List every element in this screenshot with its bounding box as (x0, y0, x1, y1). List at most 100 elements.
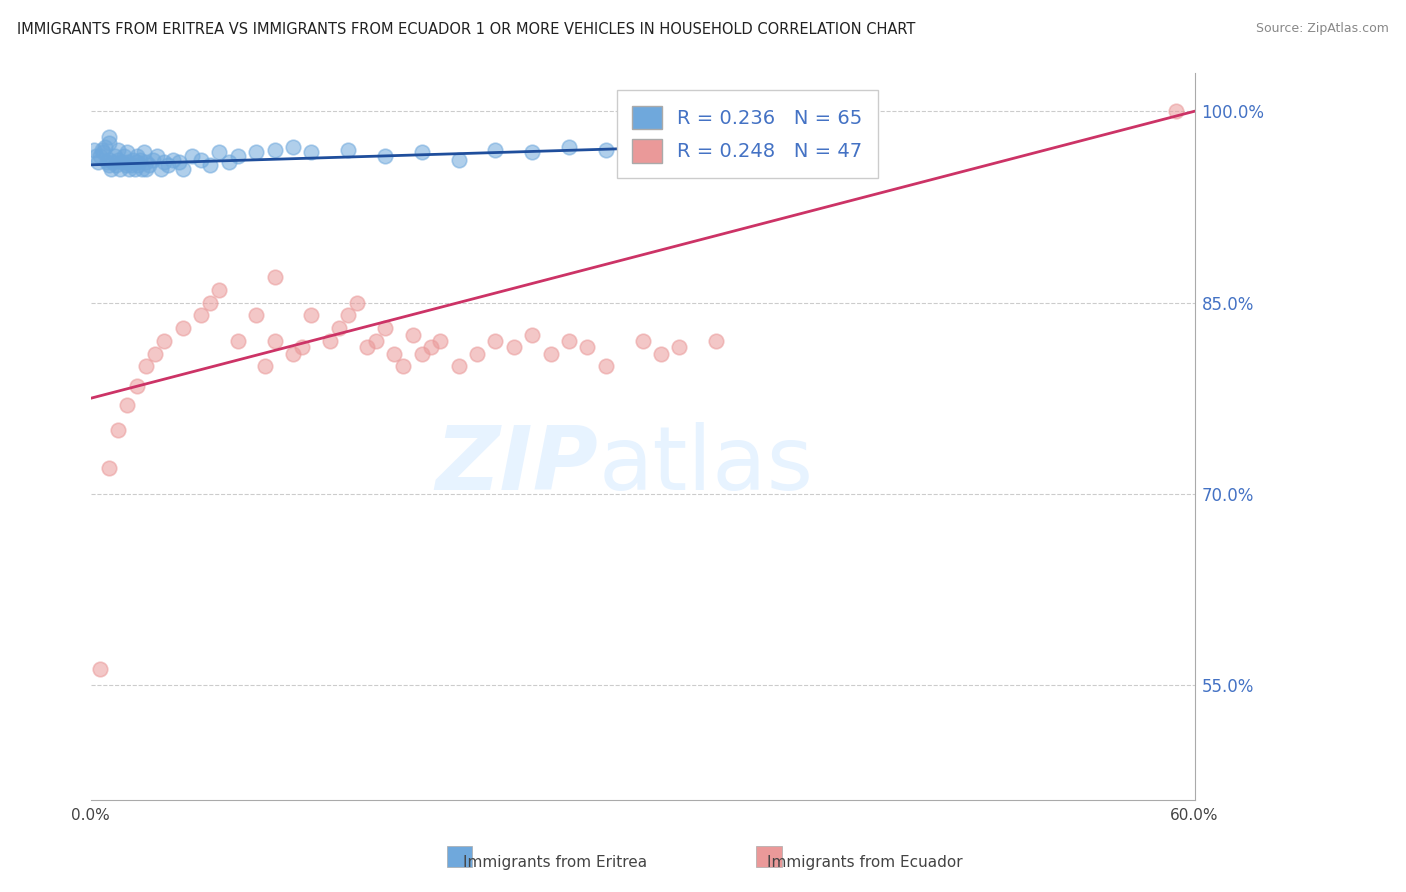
Point (124, 161, 146, 176)
Point (153, 155, 176, 169)
Point (98, 153, 121, 167)
Point (200, 295, 222, 310)
Point (263, 334, 285, 348)
Point (149, 161, 172, 176)
Point (172, 321, 194, 335)
Point (96, 155, 118, 169)
Point (122, 153, 145, 167)
Point (190, 153, 212, 167)
Point (90, 143, 112, 157)
Point (98, 158, 121, 172)
Point (153, 334, 176, 348)
Point (226, 334, 249, 348)
Point (263, 270, 285, 285)
Legend: R = 0.236   N = 65, R = 0.248   N = 47: R = 0.236 N = 65, R = 0.248 N = 47 (617, 90, 877, 178)
Point (631, 145, 654, 159)
Point (263, 143, 285, 157)
Point (281, 140, 304, 154)
Point (83, 143, 105, 157)
Text: IMMIGRANTS FROM ERITREA VS IMMIGRANTS FROM ECUADOR 1 OR MORE VEHICLES IN HOUSEHO: IMMIGRANTS FROM ERITREA VS IMMIGRANTS FR… (17, 22, 915, 37)
Point (650, 346, 672, 360)
Point (447, 359, 470, 374)
Point (101, 155, 124, 169)
Point (143, 346, 166, 360)
Point (138, 158, 160, 172)
Point (167, 155, 190, 169)
Point (180, 149, 202, 163)
Point (132, 145, 155, 159)
Point (558, 140, 581, 154)
Point (392, 359, 415, 374)
Point (107, 153, 129, 167)
Point (328, 321, 350, 335)
Point (484, 143, 506, 157)
Point (146, 149, 169, 163)
Point (337, 309, 360, 323)
Point (200, 158, 222, 172)
Point (254, 359, 277, 374)
Point (114, 158, 136, 172)
Point (89, 662, 111, 676)
Point (131, 161, 153, 176)
Point (94, 140, 117, 154)
Point (502, 340, 524, 354)
Point (89, 149, 111, 163)
Point (190, 309, 212, 323)
Point (135, 155, 157, 169)
Point (411, 145, 433, 159)
Point (98, 136, 121, 150)
Point (125, 149, 148, 163)
Point (356, 340, 378, 354)
Point (540, 346, 562, 360)
Text: Immigrants from Eritrea: Immigrants from Eritrea (464, 855, 647, 870)
Text: atlas: atlas (599, 422, 814, 509)
Point (484, 334, 506, 348)
Point (208, 145, 231, 159)
Point (429, 334, 451, 348)
Point (226, 149, 249, 163)
Point (156, 158, 179, 172)
Point (291, 340, 314, 354)
Point (631, 334, 654, 348)
Point (84, 149, 107, 163)
Point (595, 359, 617, 374)
Point (105, 158, 128, 172)
Point (319, 334, 342, 348)
Point (112, 149, 135, 163)
Point (117, 155, 139, 169)
Point (127, 158, 149, 172)
Point (107, 423, 129, 437)
Point (522, 145, 544, 159)
Point (668, 140, 690, 154)
Point (87, 155, 110, 169)
Point (103, 149, 125, 163)
Point (299, 309, 322, 323)
Text: Source: ZipAtlas.com: Source: ZipAtlas.com (1256, 22, 1389, 36)
Point (125, 155, 148, 169)
Point (382, 346, 405, 360)
Point (245, 309, 267, 323)
Point (135, 161, 157, 176)
Point (576, 340, 599, 354)
Bar (756, 847, 782, 867)
Point (93, 145, 115, 159)
Point (447, 153, 470, 167)
Point (364, 334, 387, 348)
Point (100, 161, 122, 176)
Point (558, 334, 581, 348)
Point (668, 340, 690, 354)
Point (125, 378, 148, 392)
Point (107, 143, 129, 157)
Point (346, 295, 368, 310)
Point (299, 145, 322, 159)
Point (420, 340, 443, 354)
Point (1164, 104, 1187, 119)
Point (218, 155, 240, 169)
Point (401, 327, 423, 342)
Point (522, 327, 544, 342)
Point (595, 143, 617, 157)
Point (162, 153, 184, 167)
Text: Immigrants from Ecuador: Immigrants from Ecuador (766, 855, 963, 870)
Point (117, 145, 139, 159)
Point (117, 398, 139, 412)
